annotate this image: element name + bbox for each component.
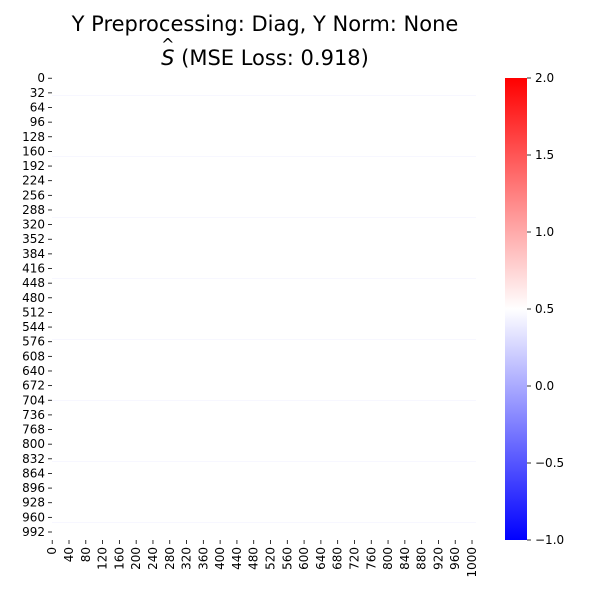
y-tick-label: 96 — [30, 115, 45, 129]
x-tick-label: 960 — [448, 547, 462, 570]
x-tick-label: 160 — [112, 547, 126, 570]
y-tick-label: 736 — [22, 408, 45, 422]
y-tick-label: 448 — [22, 276, 45, 290]
colorbar-tick-label: 1.0 — [535, 225, 554, 239]
y-tick-label: 224 — [22, 174, 45, 188]
colorbar-tick-label: −0.5 — [535, 456, 564, 470]
x-tick-label: 320 — [180, 547, 194, 570]
y-tick-label: 384 — [22, 247, 45, 261]
y-tick-label: 160 — [22, 144, 45, 158]
x-tick-label: 40 — [62, 547, 76, 562]
heatmap-faint-row — [52, 217, 476, 218]
x-tick-label: 400 — [213, 547, 227, 570]
y-tick-label: 800 — [22, 437, 45, 451]
y-tick-label: 896 — [22, 481, 45, 495]
chart-title-line2: S (MSE Loss: 0.918) — [0, 35, 530, 70]
y-tick-label: 480 — [22, 291, 45, 305]
heatmap-faint-row — [52, 95, 476, 96]
x-tick-label: 0 — [45, 547, 59, 555]
y-tick-label: 864 — [22, 466, 45, 480]
colorbar-tick-label: 2.0 — [535, 71, 554, 85]
heatmap-cells — [52, 78, 476, 540]
x-tick-label: 840 — [398, 547, 412, 570]
y-tick-label: 640 — [22, 364, 45, 378]
x-tick-label: 240 — [146, 547, 160, 570]
x-tick-label: 80 — [79, 547, 93, 562]
chart-title-line1: Y Preprocessing: Diag, Y Norm: None — [71, 12, 459, 36]
y-tick-label: 192 — [22, 159, 45, 173]
chart-subtitle-text: (MSE Loss: 0.918) — [174, 46, 369, 70]
x-tick-label: 200 — [129, 547, 143, 570]
y-tick-label: 320 — [22, 218, 45, 232]
y-tick-label: 544 — [22, 320, 45, 334]
x-tick-label: 920 — [431, 547, 445, 570]
y-tick-label: 928 — [22, 496, 45, 510]
y-tick-label: 832 — [22, 452, 45, 466]
x-tick-label: 560 — [280, 547, 294, 570]
x-tick-label: 880 — [415, 547, 429, 570]
heatmap-faint-row — [52, 522, 476, 523]
heatmap-faint-row — [52, 400, 476, 401]
x-tick-label: 280 — [163, 547, 177, 570]
colorbar-tick-label: −1.0 — [535, 533, 564, 547]
y-tick-label: 512 — [22, 305, 45, 319]
x-tick-label: 720 — [347, 547, 361, 570]
colorbar — [505, 78, 527, 540]
y-tick-label: 32 — [30, 86, 45, 100]
heatmap-faint-row — [52, 156, 476, 157]
x-tick-label: 520 — [264, 547, 278, 570]
x-tick-label: 480 — [247, 547, 261, 570]
y-tick-label: 128 — [22, 130, 45, 144]
y-tick-label: 704 — [22, 393, 45, 407]
x-tick-label: 1000 — [465, 547, 479, 578]
y-tick-label: 768 — [22, 423, 45, 437]
x-tick-label: 600 — [297, 547, 311, 570]
x-tick-label: 120 — [96, 547, 110, 570]
x-tick-label: 360 — [196, 547, 210, 570]
y-tick-label: 576 — [22, 335, 45, 349]
y-tick-label: 416 — [22, 262, 45, 276]
heatmap-faint-row — [52, 461, 476, 462]
x-tick-label: 440 — [230, 547, 244, 570]
y-tick-label: 256 — [22, 188, 45, 202]
s-hat-symbol: S — [161, 35, 175, 70]
heatmap-faint-row — [52, 278, 476, 279]
colorbar-tick-label: 0.0 — [535, 379, 554, 393]
y-tick-label: 992 — [22, 525, 45, 539]
y-tick-label: 608 — [22, 349, 45, 363]
x-tick-label: 640 — [314, 547, 328, 570]
x-tick-label: 800 — [381, 547, 395, 570]
y-tick-label: 0 — [37, 71, 45, 85]
y-tick-label: 960 — [22, 510, 45, 524]
y-tick-label: 352 — [22, 232, 45, 246]
x-tick-label: 680 — [331, 547, 345, 570]
y-tick-label: 64 — [30, 101, 45, 115]
heatmap-faint-row — [52, 339, 476, 340]
y-tick-label: 288 — [22, 203, 45, 217]
x-tick-label: 760 — [364, 547, 378, 570]
y-tick-label: 672 — [22, 379, 45, 393]
colorbar-tick-label: 1.5 — [535, 148, 554, 162]
colorbar-tick-label: 0.5 — [535, 302, 554, 316]
